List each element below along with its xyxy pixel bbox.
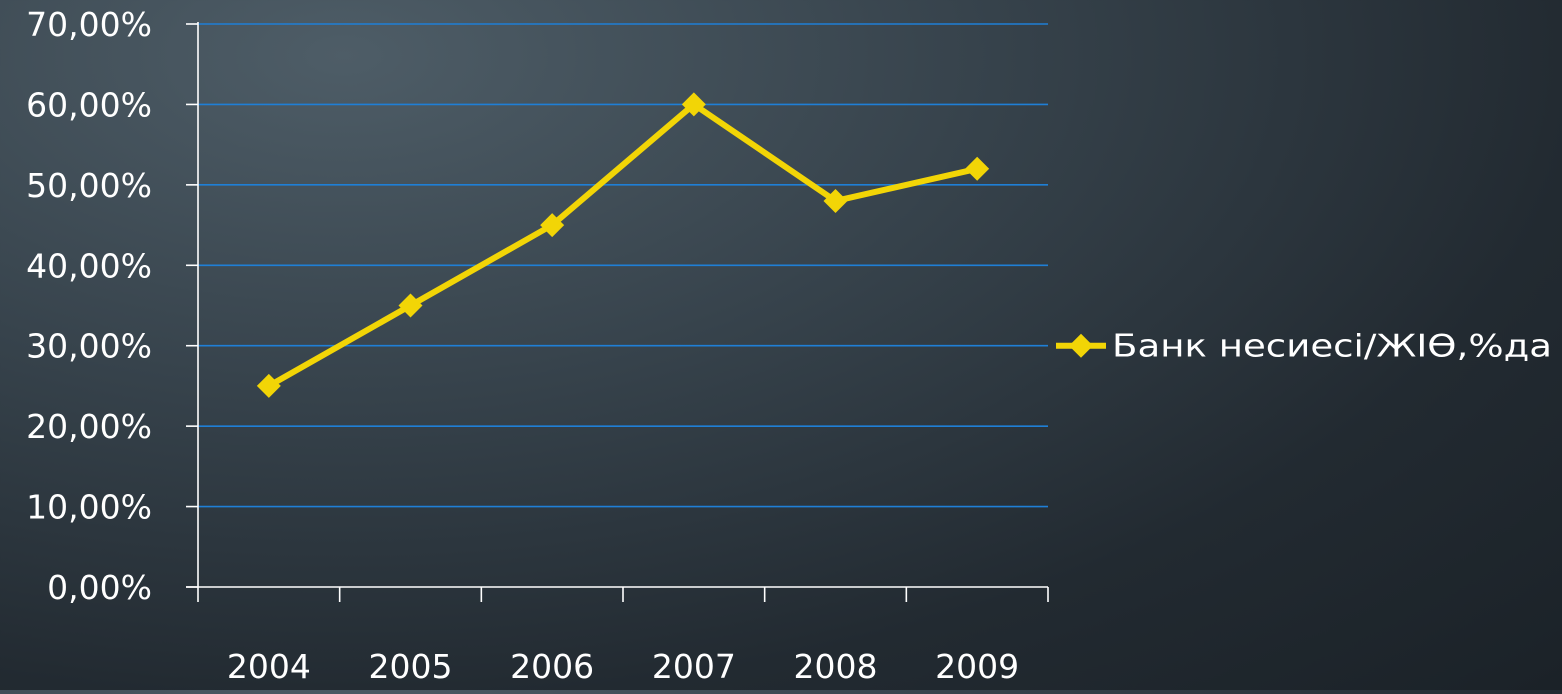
y-tick-label: 60,00%	[26, 85, 152, 124]
series	[256, 92, 990, 398]
data-point-marker	[681, 92, 706, 117]
data-point-marker	[965, 156, 990, 181]
y-tick-label: 30,00%	[26, 327, 152, 366]
x-tick-labels: 2004 2005 2006 2007 2008 2009	[227, 647, 1019, 686]
x-tick-label: 2005	[369, 647, 453, 686]
y-tick-label: 10,00%	[26, 488, 152, 527]
x-tick-label: 2006	[510, 647, 594, 686]
legend: Банк несиесі/ЖІӨ,%да	[1056, 329, 1552, 365]
legend-swatch-marker	[1069, 333, 1093, 358]
y-tick-label: 20,00%	[26, 407, 152, 446]
axes	[186, 22, 1049, 602]
x-tick-label: 2009	[935, 647, 1019, 686]
series-line	[265, 101, 981, 389]
x-tick-label: 2004	[227, 647, 311, 686]
legend-label: Банк несиесі/ЖІӨ,%да	[1112, 329, 1552, 365]
x-tick-label: 2007	[652, 647, 736, 686]
gridlines	[198, 23, 1048, 508]
data-point-marker	[256, 373, 281, 398]
data-point-marker	[398, 293, 423, 318]
x-tick-label: 2008	[794, 647, 878, 686]
y-tick-label: 40,00%	[26, 246, 152, 285]
y-tick-label: 70,00%	[26, 5, 152, 44]
y-tick-label: 50,00%	[26, 166, 152, 205]
y-tick-label: 0,00%	[47, 568, 152, 607]
y-tick-labels: 0,00% 10,00% 20,00% 30,00% 40,00% 50,00% 60,00…	[26, 5, 152, 607]
data-point-marker	[540, 213, 565, 238]
data-point-marker	[823, 188, 848, 213]
